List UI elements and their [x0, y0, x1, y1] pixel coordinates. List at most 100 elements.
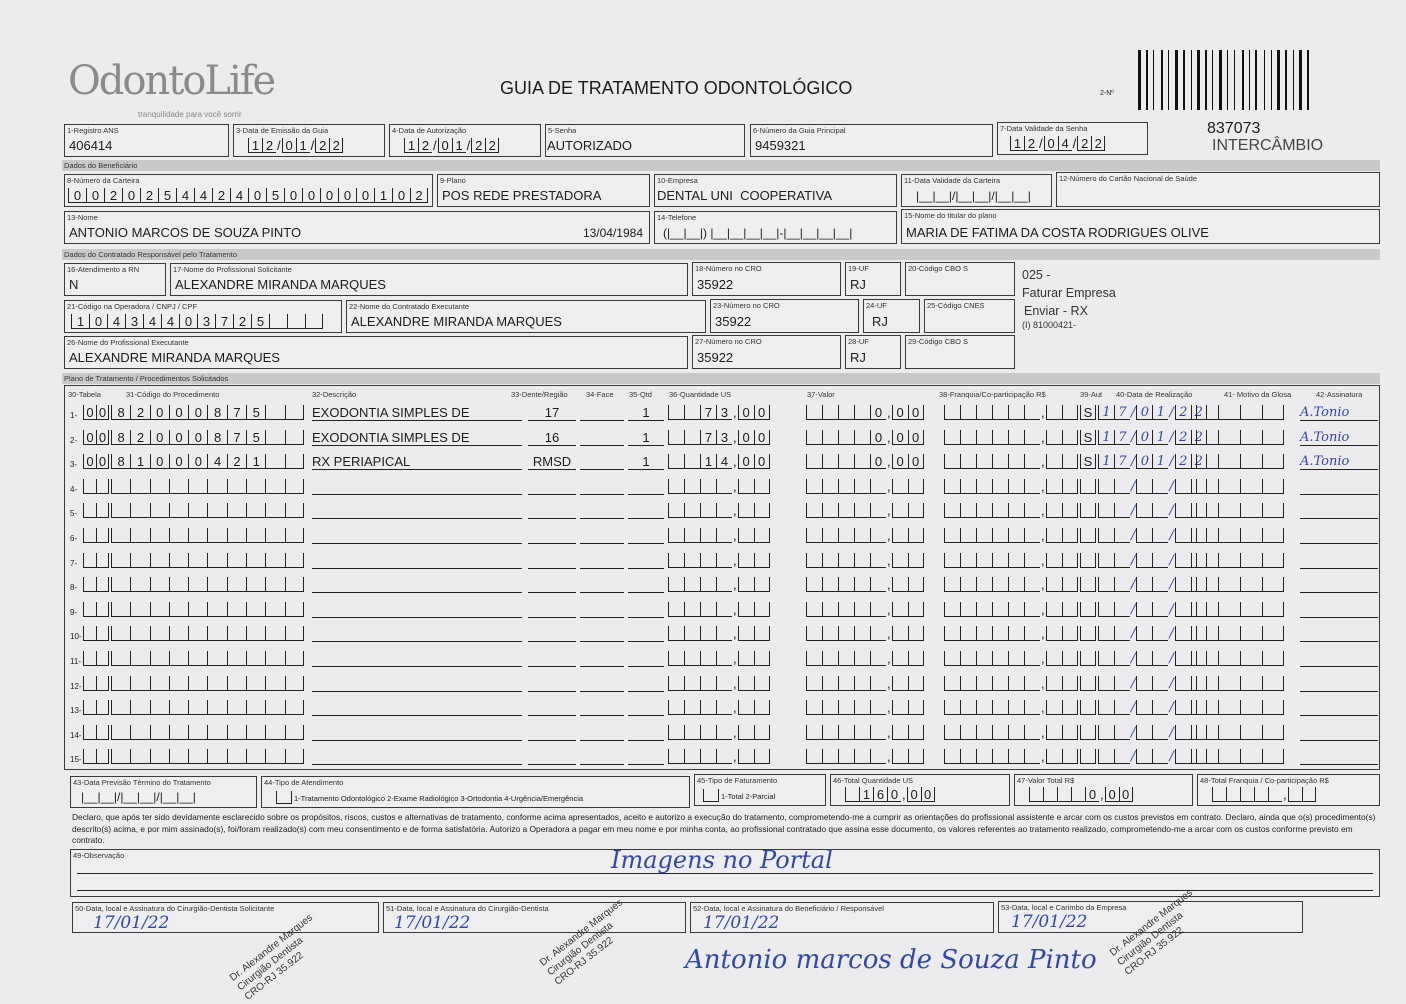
glosa-cell[interactable]	[1196, 577, 1284, 593]
qtd-cell[interactable]: 1	[628, 405, 664, 421]
data-realizacao-cell[interactable]: / /	[1098, 577, 1207, 593]
data-realizacao-cell[interactable]: / /	[1098, 528, 1207, 543]
dente-cell[interactable]: 16	[528, 430, 576, 446]
qtd-cell[interactable]	[628, 725, 664, 741]
qtd-cell[interactable]: 1	[628, 454, 664, 471]
quantidade-us-cell[interactable]: ,	[668, 700, 770, 716]
field-assinatura-beneficiario[interactable]: 52-Data, local e Assinatura do Beneficiá…	[690, 902, 994, 933]
dente-cell[interactable]	[528, 528, 576, 544]
quantidade-us-cell[interactable]: ,	[668, 478, 770, 494]
franquia-cell[interactable]: ,	[944, 651, 1078, 666]
field-guia-principal[interactable]: 6-Número da Guia Principal 9459321	[750, 124, 993, 157]
valor-cell[interactable]: ,	[806, 651, 924, 666]
glosa-cell[interactable]	[1196, 552, 1284, 568]
qtd-cell[interactable]	[628, 553, 664, 569]
descricao-cell[interactable]	[312, 553, 522, 569]
assinatura-cell[interactable]: A.Tonio	[1300, 405, 1378, 421]
aut-cell[interactable]	[1080, 601, 1096, 617]
assinatura-cell[interactable]	[1300, 503, 1378, 520]
descricao-cell[interactable]	[312, 725, 522, 741]
codigo-cell[interactable]	[111, 577, 304, 593]
qtd-cell[interactable]	[628, 651, 664, 667]
franquia-cell[interactable]: ,	[944, 577, 1078, 593]
glosa-cell[interactable]	[1196, 700, 1284, 716]
glosa-cell[interactable]	[1196, 503, 1284, 519]
field-validade-carteira[interactable]: 11-Data Validade da Carteira |__|__|/|__|…	[901, 174, 1052, 207]
field-profissional-executante[interactable]: 26-Nome do Profissional Executante ALEXAN…	[64, 336, 688, 369]
franquia-cell[interactable]: ,	[944, 724, 1078, 740]
field-cro-profissional[interactable]: 27-Número no CRO 35922	[692, 335, 841, 369]
face-cell[interactable]	[580, 700, 624, 717]
field-tipo-atendimento[interactable]: 44-Tipo de Atendimento 1-Tratamento Odont…	[261, 776, 690, 808]
aut-cell[interactable]	[1080, 552, 1096, 568]
franquia-cell[interactable]: ,	[944, 700, 1078, 716]
field-telefone[interactable]: 14-Telefone (|__|__|) |__|__|__|__|-|__|_…	[654, 211, 897, 244]
tabela-cell[interactable]	[83, 700, 109, 716]
tabela-cell[interactable]	[83, 478, 109, 494]
face-cell[interactable]	[580, 528, 624, 544]
field-total-franquia[interactable]: 48-Total Franquia / Co-participação R$ ,	[1197, 774, 1380, 806]
descricao-cell[interactable]	[312, 602, 522, 618]
franquia-cell[interactable]: ,	[944, 454, 1078, 470]
field-observacao[interactable]: 49-Observação Imagens no Portal	[70, 846, 1380, 897]
face-cell[interactable]	[580, 405, 624, 421]
dente-cell[interactable]	[528, 553, 576, 569]
face-cell[interactable]	[580, 454, 624, 471]
data-realizacao-cell[interactable]: / /	[1098, 478, 1207, 494]
descricao-cell[interactable]	[312, 700, 522, 717]
glosa-cell[interactable]	[1196, 478, 1284, 494]
face-cell[interactable]	[580, 725, 624, 741]
assinatura-cell[interactable]	[1300, 676, 1378, 692]
quantidade-us-cell[interactable]: ,	[668, 552, 770, 568]
quantidade-us-cell[interactable]: ,	[668, 577, 770, 593]
qtd-cell[interactable]	[628, 700, 664, 717]
field-data-emissao[interactable]: 3-Data de Emissão da Guia 1 2/0 1/2 2	[233, 124, 385, 157]
franquia-cell[interactable]: ,	[944, 552, 1078, 568]
valor-cell[interactable]: ,	[806, 601, 924, 617]
face-cell[interactable]	[580, 626, 624, 643]
franquia-cell[interactable]: ,	[944, 749, 1078, 765]
aut-cell[interactable]: S	[1080, 429, 1096, 445]
franquia-cell[interactable]: ,	[944, 478, 1078, 494]
assinatura-cell[interactable]	[1300, 553, 1378, 569]
face-cell[interactable]	[580, 676, 624, 692]
glosa-cell[interactable]	[1196, 528, 1284, 543]
descricao-cell[interactable]	[312, 651, 522, 667]
glosa-cell[interactable]	[1196, 405, 1284, 420]
field-cartao-nacional-saude[interactable]: 12-Número do Cartão Nacional de Saúde	[1056, 172, 1380, 207]
data-realizacao-cell[interactable]: / /	[1098, 651, 1207, 666]
field-uf-19[interactable]: 19-UF RJ	[845, 262, 901, 296]
assinatura-cell[interactable]	[1300, 651, 1378, 667]
descricao-cell[interactable]	[312, 577, 522, 594]
descricao-cell[interactable]: EXODONTIA SIMPLES DE	[312, 405, 522, 421]
assinatura-cell[interactable]	[1300, 626, 1378, 643]
aut-cell[interactable]	[1080, 528, 1096, 543]
assinatura-cell[interactable]	[1300, 479, 1378, 495]
dente-cell[interactable]	[528, 651, 576, 667]
dente-cell[interactable]	[528, 749, 576, 766]
codigo-cell[interactable]	[111, 724, 304, 740]
assinatura-cell[interactable]	[1300, 528, 1378, 544]
face-cell[interactable]	[580, 503, 624, 520]
field-cro-solicitante[interactable]: 18-Número no CRO 35922	[692, 262, 841, 296]
field-cro-executante[interactable]: 23-Número no CRO 35922	[710, 299, 859, 333]
field-contratado-executante[interactable]: 22-Nome do Contratado Executante ALEXANDR…	[346, 300, 706, 333]
field-numero-carteira[interactable]: 8-Número da Carteira 0 0 2 0 2 5 4 4 2 4 0 5 0 0 0 0 0 1 0 2	[64, 174, 433, 207]
tabela-cell[interactable]	[83, 749, 109, 765]
dente-cell[interactable]	[528, 700, 576, 717]
codigo-cell[interactable]	[111, 626, 304, 642]
descricao-cell[interactable]	[312, 749, 522, 766]
glosa-cell[interactable]	[1196, 651, 1284, 666]
dente-cell[interactable]	[528, 503, 576, 520]
face-cell[interactable]	[580, 651, 624, 667]
aut-cell[interactable]	[1080, 626, 1096, 642]
descricao-cell[interactable]	[312, 626, 522, 643]
qtd-cell[interactable]: 1	[628, 430, 664, 446]
field-validade-senha[interactable]: 7-Data Validade da Senha 1 2/0 4/2 2	[997, 122, 1148, 155]
